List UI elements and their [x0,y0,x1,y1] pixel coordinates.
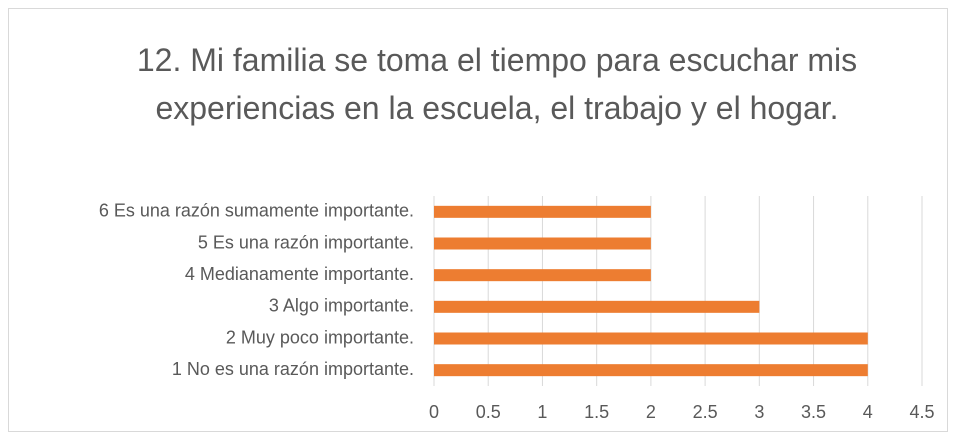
y-tick-label: 6 Es una razón sumamente importante. [99,201,414,221]
y-tick-label: 1 No es una razón importante. [172,359,414,379]
chart-border [8,8,948,432]
chart-title: 12. Mi familia se toma el tiempo para es… [136,42,858,126]
x-tick-label: 3.5 [801,402,826,422]
bar [434,332,868,345]
y-tick-label: 4 Medianamente importante. [185,264,414,284]
y-tick-label: 5 Es una razón importante. [198,232,414,252]
x-tick-label: 3 [754,402,764,422]
x-tick-label: 1.5 [584,402,609,422]
x-tick-label: 2.5 [693,402,718,422]
bar [434,237,651,250]
bar [434,269,651,282]
x-tick-label: 0.5 [476,402,501,422]
bar [434,364,868,377]
y-tick-label: 2 Muy poco importante. [226,327,414,347]
bar [434,300,760,313]
y-tick-label: 3 Algo importante. [269,296,414,316]
x-tick-label: 4 [863,402,873,422]
x-tick-label: 4.5 [909,402,934,422]
x-tick-label: 0 [429,402,439,422]
x-tick-label: 1 [537,402,547,422]
x-tick-label: 2 [646,402,656,422]
bar [434,205,651,218]
